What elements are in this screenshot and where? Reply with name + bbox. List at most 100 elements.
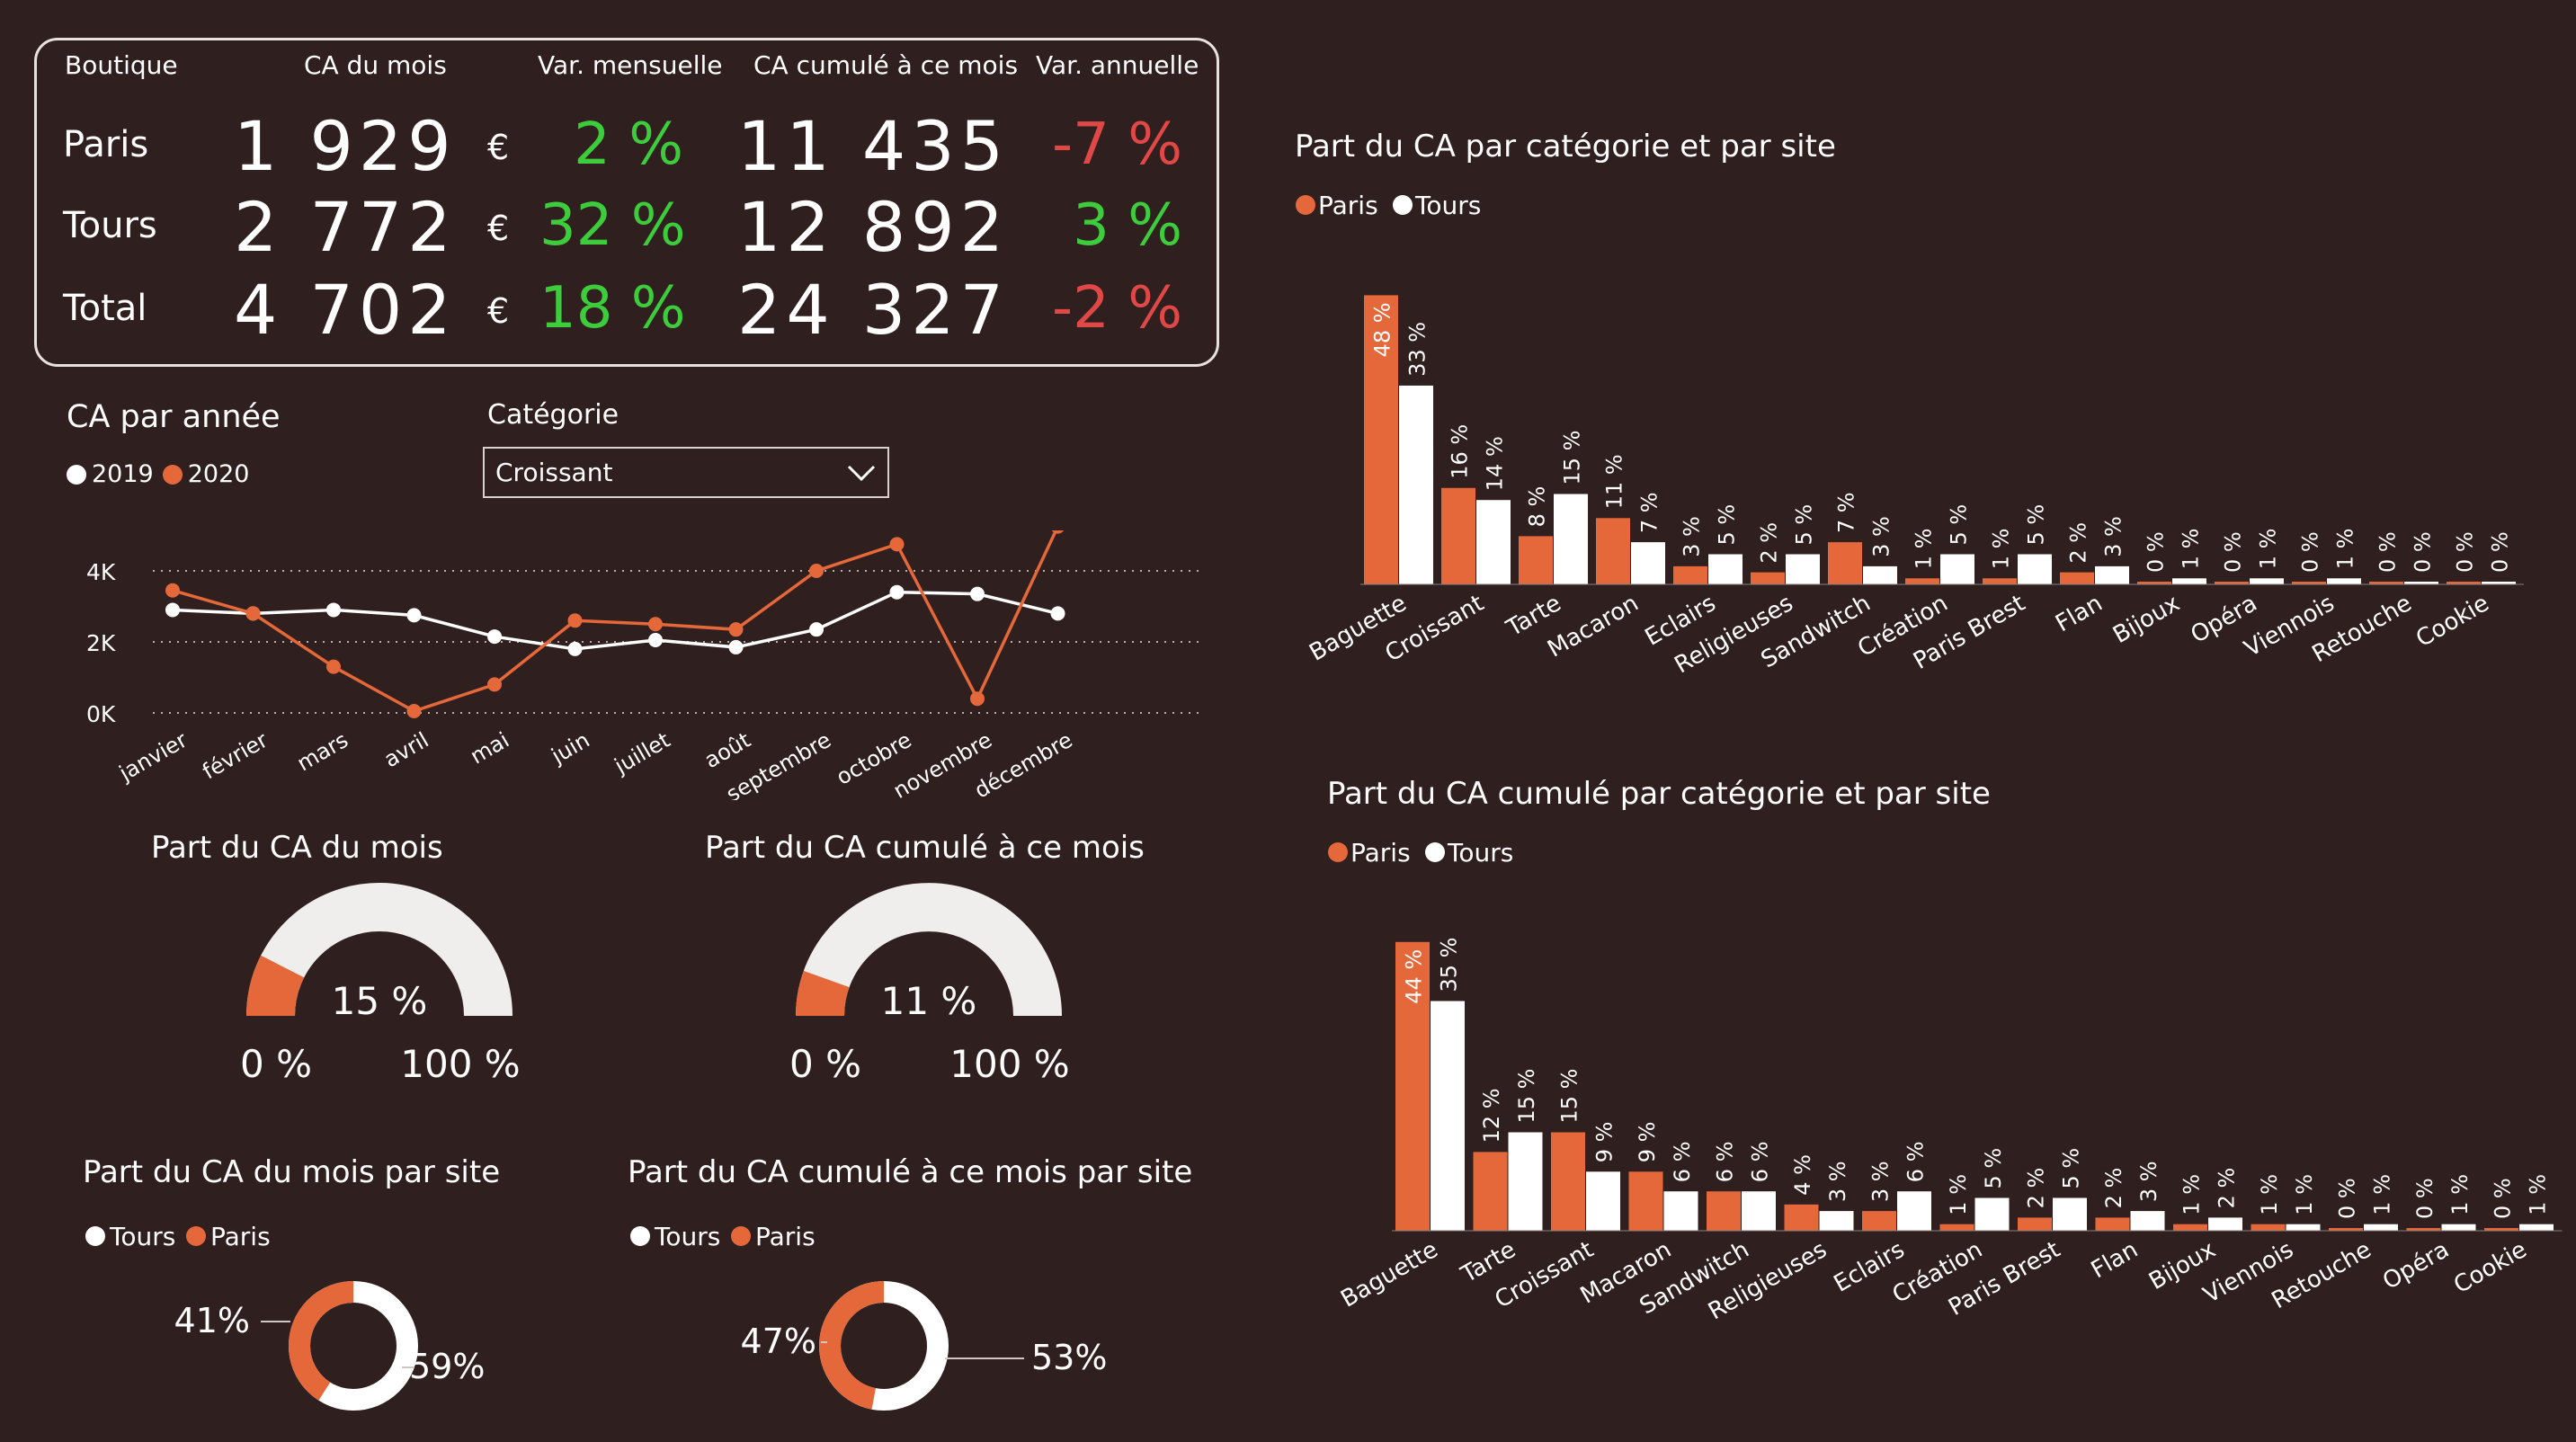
- bar-paris[interactable]: [2173, 1224, 2207, 1231]
- line-point-2019[interactable]: [487, 629, 502, 645]
- bar-value-label: 5 %: [1981, 1148, 2006, 1189]
- line-point-2020[interactable]: [245, 606, 261, 621]
- line-point-2019[interactable]: [648, 633, 663, 648]
- bar-value-label: 1 %: [1989, 529, 2014, 570]
- line-point-2019[interactable]: [728, 639, 744, 654]
- bar-paris[interactable]: [1551, 1132, 1585, 1232]
- bar-tours[interactable]: [1863, 565, 1897, 584]
- line-point-2019[interactable]: [809, 622, 824, 637]
- bar-paris[interactable]: [1905, 578, 1939, 584]
- bar-paris[interactable]: [1519, 536, 1553, 584]
- bar-paris[interactable]: [1395, 941, 1430, 1231]
- line-point-2020[interactable]: [165, 583, 180, 598]
- bar-paris[interactable]: [1862, 1211, 1896, 1231]
- bar-paris[interactable]: [1784, 1204, 1819, 1231]
- bar-tours[interactable]: [2404, 582, 2438, 584]
- bar-tours[interactable]: [1708, 554, 1743, 585]
- bar-paris[interactable]: [1673, 565, 1707, 584]
- bar-category-label: Baguette: [1336, 1236, 1442, 1313]
- bar-paris[interactable]: [1473, 1152, 1508, 1231]
- bar-paris[interactable]: [1596, 518, 1630, 584]
- bar-value-label: 15 %: [1557, 1069, 1582, 1124]
- legend-label-tours: Tours: [1414, 191, 1481, 220]
- bar-paris[interactable]: [2292, 582, 2326, 584]
- bar-tours[interactable]: [1476, 500, 1511, 584]
- bar-paris[interactable]: [1983, 578, 2017, 584]
- line-point-2019[interactable]: [406, 608, 422, 623]
- bar-category-label: Flan: [2087, 1236, 2143, 1284]
- line-point-2020[interactable]: [567, 613, 583, 628]
- bar-tours[interactable]: [2441, 1224, 2476, 1231]
- bar-paris[interactable]: [1441, 487, 1475, 584]
- bar-value-label: 2 %: [2024, 1168, 2049, 1209]
- category-dropdown[interactable]: Croissant: [483, 447, 889, 498]
- legend-label-paris: Paris: [210, 1222, 271, 1251]
- bar-tours[interactable]: [1399, 385, 1433, 584]
- bar-paris[interactable]: [2369, 582, 2403, 584]
- bar-tours[interactable]: [2053, 1197, 2087, 1232]
- line-point-2019[interactable]: [889, 584, 905, 600]
- donut-legend: Tours Paris: [630, 1222, 816, 1251]
- bar-tours[interactable]: [2172, 578, 2206, 584]
- bar-tours[interactable]: [2482, 582, 2516, 584]
- line-point-2020[interactable]: [1051, 530, 1065, 534]
- donut-label-tours: 53%: [1031, 1338, 1107, 1377]
- line-point-2020[interactable]: [406, 704, 422, 719]
- bar-paris[interactable]: [1707, 1191, 1741, 1231]
- bar-tours[interactable]: [1554, 494, 1588, 585]
- bar-tours[interactable]: [2208, 1217, 2242, 1231]
- bar-tours[interactable]: [1974, 1197, 2010, 1232]
- bar-tours[interactable]: [1819, 1211, 1854, 1231]
- bar-tours[interactable]: [1586, 1171, 1620, 1231]
- bar-tours[interactable]: [1663, 1191, 1698, 1231]
- line-point-2019[interactable]: [165, 602, 180, 618]
- bar-paris[interactable]: [1364, 295, 1398, 584]
- bar-tours[interactable]: [2018, 554, 2052, 585]
- bar-tours[interactable]: [2519, 1224, 2554, 1231]
- bar-value-label: 3 %: [1680, 516, 1705, 557]
- bar-value-label: 5 %: [1947, 504, 1972, 546]
- line-point-2020[interactable]: [728, 622, 744, 637]
- bar-paris[interactable]: [2251, 1224, 2286, 1231]
- bar-tours[interactable]: [2130, 1211, 2165, 1231]
- bar-paris[interactable]: [1828, 542, 1862, 584]
- bar-tours[interactable]: [2095, 565, 2129, 584]
- line-point-2020[interactable]: [809, 564, 824, 578]
- bar-tours[interactable]: [2327, 578, 2361, 584]
- bar-chart-legend: Paris Tours: [1296, 191, 1481, 220]
- bar-paris[interactable]: [2018, 1217, 2052, 1231]
- bar-tours[interactable]: [2286, 1224, 2321, 1231]
- bar-paris[interactable]: [1939, 1224, 1974, 1231]
- bar-paris[interactable]: [2447, 582, 2481, 584]
- line-point-2020[interactable]: [648, 617, 663, 632]
- line-point-2020[interactable]: [889, 537, 905, 552]
- bar-paris[interactable]: [2215, 582, 2249, 584]
- bar-tours[interactable]: [1508, 1132, 1543, 1232]
- line-point-2019[interactable]: [1050, 606, 1065, 621]
- bar-paris[interactable]: [2329, 1228, 2363, 1231]
- bar-tours[interactable]: [2364, 1224, 2398, 1231]
- bar-paris[interactable]: [2406, 1228, 2441, 1231]
- bar-paris[interactable]: [1751, 572, 1785, 584]
- line-chart-legend: 2019 2020: [67, 460, 258, 488]
- donut-segment-paris[interactable]: [279, 1271, 428, 1420]
- x-tick-label: juin: [547, 727, 594, 770]
- bar-paris[interactable]: [1628, 1171, 1663, 1231]
- line-point-2019[interactable]: [567, 641, 583, 656]
- line-point-2019[interactable]: [326, 602, 341, 618]
- bar-tours[interactable]: [1431, 1001, 1465, 1232]
- bar-tours[interactable]: [1940, 554, 1974, 585]
- bar-paris[interactable]: [2060, 572, 2094, 584]
- line-point-2020[interactable]: [970, 691, 985, 707]
- bar-tours[interactable]: [2250, 578, 2284, 584]
- bar-paris[interactable]: [2484, 1228, 2518, 1231]
- bar-paris[interactable]: [2095, 1217, 2130, 1231]
- bar-tours[interactable]: [1742, 1191, 1776, 1231]
- bar-tours[interactable]: [1631, 542, 1665, 584]
- bar-tours[interactable]: [1897, 1191, 1931, 1231]
- bar-paris[interactable]: [2137, 582, 2171, 584]
- line-point-2020[interactable]: [487, 677, 502, 692]
- bar-tours[interactable]: [1786, 554, 1820, 585]
- line-point-2020[interactable]: [326, 659, 341, 674]
- line-point-2019[interactable]: [970, 586, 985, 601]
